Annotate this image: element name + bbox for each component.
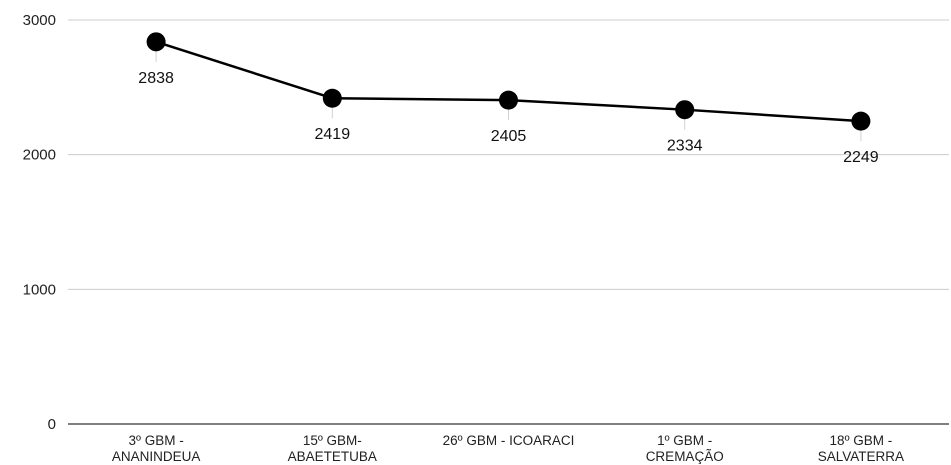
- x-tick-label: 15º GBM-ABAETETUBA: [288, 433, 377, 464]
- data-label: 2838: [138, 70, 174, 87]
- x-tick-label-line: 1º GBM -: [657, 433, 712, 448]
- x-tick-label: 18º GBM -SALVATERRA: [818, 433, 904, 464]
- data-labels: 2838 2419 2405 2334 2249: [138, 70, 878, 166]
- data-point: [675, 100, 695, 120]
- data-point: [499, 90, 518, 110]
- data-point: [851, 111, 871, 131]
- x-tick-label-line: CREMAÇÃO: [646, 449, 724, 464]
- x-tick-label-line: ABAETETUBA: [288, 449, 377, 464]
- x-axis-category-labels: 3º GBM -ANANINDEUA 15º GBM-ABAETETUBA 26º …: [112, 433, 904, 464]
- x-tick-label: 1º GBM -CREMAÇÃO: [646, 433, 724, 464]
- x-tick-label-line: ANANINDEUA: [112, 449, 201, 464]
- x-tick-label-line: 3º GBM -: [129, 433, 184, 448]
- y-tick-label: 1000: [23, 281, 56, 298]
- x-tick-label-line: 26º GBM - ICOARACI: [443, 433, 575, 448]
- x-tick-label: 3º GBM -ANANINDEUA: [112, 433, 201, 464]
- grid-lines: [68, 19, 949, 290]
- x-tick-label-line: 15º GBM-: [303, 433, 362, 448]
- data-label: 2419: [315, 126, 351, 143]
- series-line: [146, 32, 871, 142]
- y-tick-label: 3000: [23, 12, 56, 29]
- y-tick-label: 0: [48, 416, 56, 433]
- x-tick-label: 26º GBM - ICOARACI: [443, 433, 575, 448]
- data-label: 2405: [491, 128, 527, 145]
- data-label: 2249: [843, 149, 879, 166]
- data-label: 2334: [667, 138, 703, 155]
- y-tick-label: 2000: [23, 147, 56, 164]
- data-point: [322, 88, 342, 108]
- x-tick-label-line: 18º GBM -: [830, 433, 893, 448]
- data-point: [146, 32, 166, 52]
- x-tick-label-line: SALVATERRA: [818, 449, 904, 464]
- y-axis-tick-labels: 0 1000 2000 3000: [23, 12, 56, 433]
